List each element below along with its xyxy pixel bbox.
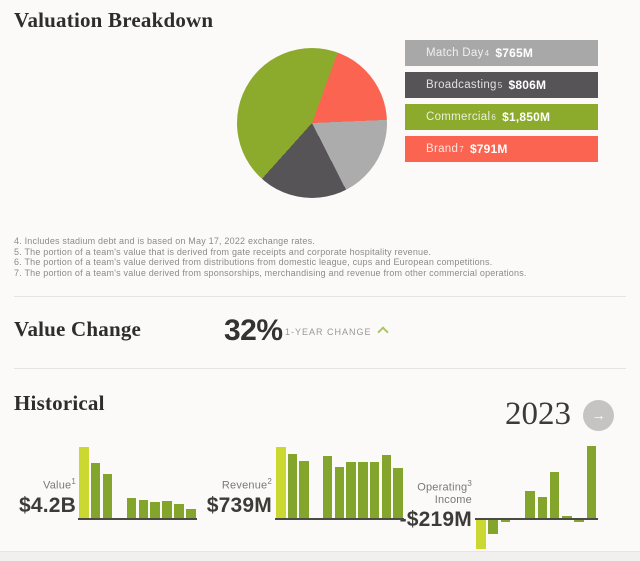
legend-footnote-ref: 7 xyxy=(459,144,464,154)
footnote-line: 7. The portion of a team's value derived… xyxy=(14,267,527,278)
operating-income-history-chart xyxy=(475,440,598,549)
chart-baseline xyxy=(475,518,598,520)
bar xyxy=(174,504,184,518)
divider xyxy=(14,368,626,369)
legend-footnote-ref: 5 xyxy=(497,80,503,90)
bar xyxy=(525,491,535,518)
legend-item-brand: Brand 7 $791M xyxy=(405,136,598,162)
operating-income-headline: -$219M xyxy=(399,507,472,531)
revenue-history-chart xyxy=(275,440,404,549)
legend-item-commercial: Commercial 6 $1,850M xyxy=(405,104,598,130)
bar xyxy=(138,500,148,518)
revenue-headline: $739M xyxy=(206,493,272,517)
operating-footnote-ref: 3 xyxy=(467,479,472,488)
operating-income-chart-label: Operating3 Income -$219M xyxy=(380,478,472,532)
legend-label: Match Day xyxy=(426,47,484,59)
historical-title: Historical xyxy=(14,391,105,415)
revenue-footnote-ref: 2 xyxy=(267,477,272,486)
bar xyxy=(537,497,547,518)
legend-item-broadcasting: Broadcasting 5 $806M xyxy=(405,72,598,98)
bar xyxy=(562,516,572,518)
bar xyxy=(549,472,560,518)
arrow-right-icon: → xyxy=(591,407,606,423)
bar xyxy=(393,468,403,518)
section-boundary xyxy=(0,551,640,561)
bar-current-year xyxy=(476,520,486,549)
value-headline: $4.2B xyxy=(18,493,76,517)
bar xyxy=(299,461,309,518)
value-chart-label: Value1 $4.2B xyxy=(0,476,76,518)
legend-label: Broadcasting xyxy=(426,79,497,91)
legend-item-match-day: Match Day 4 $765M xyxy=(405,40,598,66)
legend-footnote-ref: 4 xyxy=(484,48,490,58)
legend-footnote-ref: 6 xyxy=(491,112,497,122)
legend-value: $765M xyxy=(495,46,534,60)
operating-income-caption-line1: Operating3 xyxy=(380,478,472,494)
bar xyxy=(500,520,511,522)
value-change-caption-text: 1-YEAR CHANGE xyxy=(285,327,372,337)
chart-baseline xyxy=(78,518,197,520)
next-year-button[interactable]: → xyxy=(583,400,614,431)
bar xyxy=(102,474,113,518)
bar xyxy=(126,498,137,518)
value-label: Value xyxy=(43,479,72,492)
operating-label: Operating xyxy=(417,481,468,494)
footnotes: 4. Includes stadium debt and is based on… xyxy=(14,236,626,278)
pie-legend: Match Day 4 $765M Broadcasting 5 $806M Commerc… xyxy=(405,40,598,168)
legend-value: $1,850M xyxy=(502,110,551,124)
bar-current-year xyxy=(79,447,89,518)
bar xyxy=(334,467,345,518)
operating-income-caption-line2: Income xyxy=(434,493,472,506)
bar xyxy=(150,502,160,518)
value-history-chart xyxy=(78,440,197,549)
revenue-label: Revenue xyxy=(221,479,268,492)
revenue-chart-caption: Revenue2 xyxy=(150,476,272,492)
divider xyxy=(14,296,626,297)
bar xyxy=(322,456,333,518)
legend-label: Commercial xyxy=(426,111,491,123)
bar xyxy=(369,462,380,518)
footnote-line: 6. The portion of a team's value derived… xyxy=(14,257,493,267)
bar xyxy=(287,454,298,518)
bar xyxy=(346,462,356,518)
legend-label: Brand xyxy=(426,143,459,155)
bar xyxy=(358,462,368,518)
bar xyxy=(574,520,584,522)
legend-value: $806M xyxy=(508,78,547,92)
bar xyxy=(381,455,392,518)
historical-year: 2023 xyxy=(505,396,571,432)
footnote-line: 5. The portion of a team's value that is… xyxy=(14,246,432,257)
value-chart-caption: Value1 xyxy=(0,476,76,492)
valuation-breakdown-title: Valuation Breakdown xyxy=(14,8,214,32)
legend-value: $791M xyxy=(469,142,508,156)
bar xyxy=(586,446,597,518)
footnote-line: 4. Includes stadium debt and is based on… xyxy=(14,236,315,246)
valuation-pie-chart xyxy=(237,48,387,198)
value-change-title: Value Change xyxy=(14,317,142,341)
bar-current-year xyxy=(276,447,286,518)
bar xyxy=(186,509,196,518)
trend-up-icon xyxy=(376,326,389,338)
value-change-percent: 32% xyxy=(224,314,283,347)
value-footnote-ref: 1 xyxy=(71,477,76,486)
bar xyxy=(90,463,101,518)
bar xyxy=(488,520,498,534)
chart-baseline xyxy=(275,518,404,520)
value-change-caption: 1-YEAR CHANGE xyxy=(285,326,389,338)
bar xyxy=(162,501,172,518)
revenue-chart-label: Revenue2 $739M xyxy=(150,476,272,518)
